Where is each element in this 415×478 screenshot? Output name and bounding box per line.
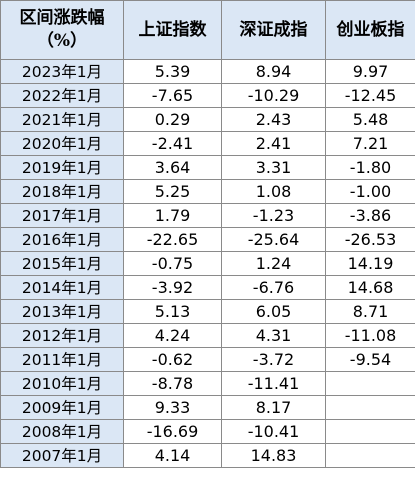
shanghai-value-cell: -16.69 xyxy=(123,419,222,444)
table-row: 2018年1月 5.25 1.08 -1.00 xyxy=(0,179,415,204)
chinext-value-cell: -11.08 xyxy=(325,323,415,348)
date-cell: 2007年1月 xyxy=(0,443,124,468)
header-chinext: 创业板指 xyxy=(325,0,415,60)
chinext-value-cell: -3.86 xyxy=(325,203,415,228)
shanghai-value-cell: -0.75 xyxy=(123,251,222,276)
shanghai-value-cell: 0.29 xyxy=(123,107,222,132)
chinext-value-cell: 8.71 xyxy=(325,299,415,324)
shenzhen-value-cell: -10.41 xyxy=(221,419,326,444)
table-row: 2010年1月 -8.78 -11.41 xyxy=(0,371,415,396)
shanghai-value-cell: 4.14 xyxy=(123,443,222,468)
chinext-value-cell: 14.19 xyxy=(325,251,415,276)
date-cell: 2019年1月 xyxy=(0,155,124,180)
date-cell: 2015年1月 xyxy=(0,251,124,276)
shanghai-value-cell: -22.65 xyxy=(123,227,222,252)
shanghai-value-cell: -7.65 xyxy=(123,83,222,108)
chinext-value-cell xyxy=(325,395,415,420)
chinext-value-cell: 14.68 xyxy=(325,275,415,300)
chinext-value-cell: -12.45 xyxy=(325,83,415,108)
shenzhen-value-cell: 8.17 xyxy=(221,395,326,420)
chinext-value-cell: -1.80 xyxy=(325,155,415,180)
chinext-value-cell: 5.48 xyxy=(325,107,415,132)
shenzhen-value-cell: -1.23 xyxy=(221,203,326,228)
shenzhen-value-cell: 6.05 xyxy=(221,299,326,324)
shenzhen-value-cell: -10.29 xyxy=(221,83,326,108)
table-row: 2008年1月 -16.69 -10.41 xyxy=(0,419,415,444)
shanghai-value-cell: -0.62 xyxy=(123,347,222,372)
shenzhen-value-cell: -11.41 xyxy=(221,371,326,396)
shenzhen-value-cell: -25.64 xyxy=(221,227,326,252)
shanghai-value-cell: 5.25 xyxy=(123,179,222,204)
shenzhen-value-cell: 2.43 xyxy=(221,107,326,132)
table-row: 2014年1月 -3.92 -6.76 14.68 xyxy=(0,275,415,300)
date-cell: 2008年1月 xyxy=(0,419,124,444)
chinext-value-cell xyxy=(325,371,415,396)
header-period-change: 区间涨跌幅 （%） xyxy=(0,0,124,60)
shenzhen-value-cell: 2.41 xyxy=(221,131,326,156)
chinext-value-cell: 9.97 xyxy=(325,59,415,84)
date-cell: 2011年1月 xyxy=(0,347,124,372)
header-shenzhen-component: 深证成指 xyxy=(221,0,326,60)
shanghai-value-cell: 9.33 xyxy=(123,395,222,420)
table-row: 2023年1月 5.39 8.94 9.97 xyxy=(0,59,415,84)
table-row: 2017年1月 1.79 -1.23 -3.86 xyxy=(0,203,415,228)
table-row: 2016年1月 -22.65 -25.64 -26.53 xyxy=(0,227,415,252)
shenzhen-value-cell: -3.72 xyxy=(221,347,326,372)
chinext-value-cell: -26.53 xyxy=(325,227,415,252)
date-cell: 2010年1月 xyxy=(0,371,124,396)
table-row: 2019年1月 3.64 3.31 -1.80 xyxy=(0,155,415,180)
shenzhen-value-cell: 1.24 xyxy=(221,251,326,276)
date-cell: 2014年1月 xyxy=(0,275,124,300)
date-cell: 2012年1月 xyxy=(0,323,124,348)
shenzhen-value-cell: 4.31 xyxy=(221,323,326,348)
date-cell: 2021年1月 xyxy=(0,107,124,132)
date-cell: 2020年1月 xyxy=(0,131,124,156)
chinext-value-cell: -1.00 xyxy=(325,179,415,204)
shenzhen-value-cell: 14.83 xyxy=(221,443,326,468)
table-row: 2012年1月 4.24 4.31 -11.08 xyxy=(0,323,415,348)
shanghai-value-cell: 1.79 xyxy=(123,203,222,228)
header-shanghai-composite: 上证指数 xyxy=(123,0,222,60)
shanghai-value-cell: 3.64 xyxy=(123,155,222,180)
table-row: 2015年1月 -0.75 1.24 14.19 xyxy=(0,251,415,276)
shanghai-value-cell: -2.41 xyxy=(123,131,222,156)
table-row: 2020年1月 -2.41 2.41 7.21 xyxy=(0,131,415,156)
shanghai-value-cell: -8.78 xyxy=(123,371,222,396)
chinext-value-cell: -9.54 xyxy=(325,347,415,372)
chinext-value-cell xyxy=(325,443,415,468)
shenzhen-value-cell: 1.08 xyxy=(221,179,326,204)
returns-table: 区间涨跌幅 （%） 上证指数 深证成指 创业板指 2023年1月 5.39 8.94 9… xyxy=(0,0,415,468)
table-row: 2022年1月 -7.65 -10.29 -12.45 xyxy=(0,83,415,108)
chinext-value-cell xyxy=(325,419,415,444)
shenzhen-value-cell: -6.76 xyxy=(221,275,326,300)
table-row: 2013年1月 5.13 6.05 8.71 xyxy=(0,299,415,324)
date-cell: 2013年1月 xyxy=(0,299,124,324)
table-row: 2009年1月 9.33 8.17 xyxy=(0,395,415,420)
table-row: 2011年1月 -0.62 -3.72 -9.54 xyxy=(0,347,415,372)
table-row: 2021年1月 0.29 2.43 5.48 xyxy=(0,107,415,132)
date-cell: 2016年1月 xyxy=(0,227,124,252)
date-cell: 2017年1月 xyxy=(0,203,124,228)
table-row: 2007年1月 4.14 14.83 xyxy=(0,443,415,468)
shanghai-value-cell: 5.39 xyxy=(123,59,222,84)
date-cell: 2022年1月 xyxy=(0,83,124,108)
date-cell: 2009年1月 xyxy=(0,395,124,420)
shenzhen-value-cell: 3.31 xyxy=(221,155,326,180)
date-cell: 2023年1月 xyxy=(0,59,124,84)
table-body: 2023年1月 5.39 8.94 9.97 2022年1月 -7.65 -10.29 -12… xyxy=(0,59,415,468)
shanghai-value-cell: 5.13 xyxy=(123,299,222,324)
chinext-value-cell: 7.21 xyxy=(325,131,415,156)
date-cell: 2018年1月 xyxy=(0,179,124,204)
shanghai-value-cell: -3.92 xyxy=(123,275,222,300)
shanghai-value-cell: 4.24 xyxy=(123,323,222,348)
shenzhen-value-cell: 8.94 xyxy=(221,59,326,84)
header-row: 区间涨跌幅 （%） 上证指数 深证成指 创业板指 xyxy=(0,0,415,60)
